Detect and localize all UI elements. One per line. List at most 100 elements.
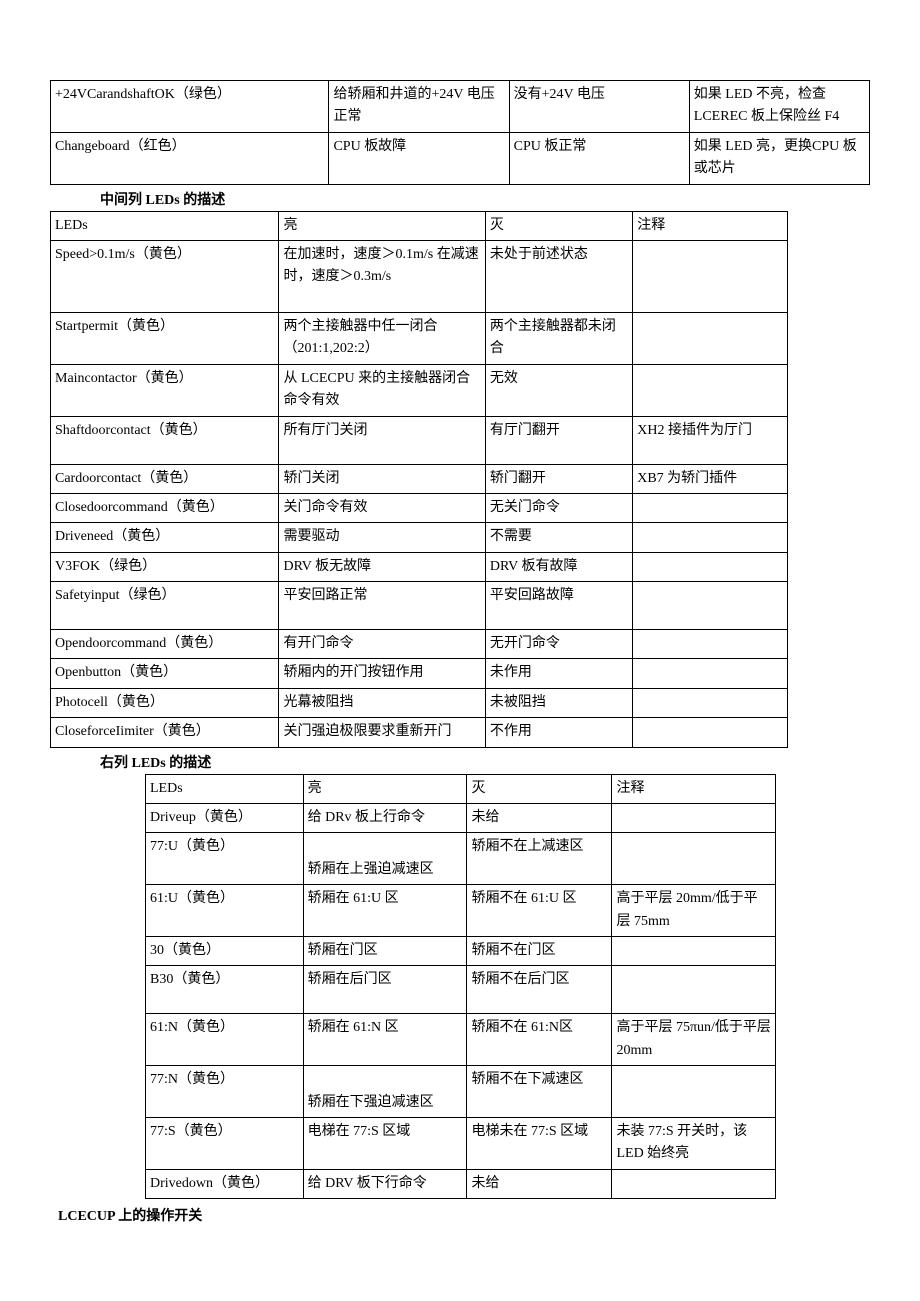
table-cell: 无开门命令	[485, 630, 632, 659]
table-cell: 注释	[633, 211, 788, 240]
table-cell	[633, 493, 788, 522]
table-cell: 轿厢在门区	[303, 936, 467, 965]
table-row: Photocell（黄色）光幕被阻挡未被阻挡	[51, 688, 788, 717]
table-cell: 给轿厢和井道的+24V 电压正常	[329, 81, 509, 133]
table-cell	[633, 630, 788, 659]
table-cell	[633, 718, 788, 747]
table-cell: LEDs	[51, 211, 279, 240]
table-cell: LEDs	[146, 774, 304, 803]
table-row: Cardoorcontact（黄色）轿门关闭轿门翻开XB7 为轿门插件	[51, 464, 788, 493]
table-cell: 电梯在 77:S 区域	[303, 1117, 467, 1169]
table-cell	[612, 936, 776, 965]
table-cell	[612, 966, 776, 1014]
table-cell: 77:U（黄色）	[146, 833, 304, 885]
table-row: Startpermit（黄色）两个主接触器中任一闭合（201:1,202:2）两…	[51, 312, 788, 364]
table-cell: Opendoorcommand（黄色）	[51, 630, 279, 659]
table-cell: 轿厢在上强迫减速区	[303, 833, 467, 885]
table-cell: 关门强迫极限要求重新开门	[279, 718, 485, 747]
table-cell	[612, 1066, 776, 1118]
table-cell: +24VCarandshaftOK（绿色）	[51, 81, 329, 133]
table-cell	[633, 364, 788, 416]
table-row: Changeboard（红色）CPU 板故障CPU 板正常如果 LED 亮，更换…	[51, 132, 870, 184]
table-cell: 轿厢内的开门按钮作用	[279, 659, 485, 688]
table-cell: 关门命令有效	[279, 493, 485, 522]
table-cell: 轿厢不在 61:N区	[467, 1014, 612, 1066]
table-cell: 平安回路故障	[485, 582, 632, 630]
table-cell: 未处于前述状态	[485, 240, 632, 312]
table-cell: DRV 板无故障	[279, 552, 485, 581]
table-row: V3FOK（绿色）DRV 板无故障DRV 板有故障	[51, 552, 788, 581]
table-cell: CPU 板故障	[329, 132, 509, 184]
table-cell	[633, 312, 788, 364]
table-cell	[633, 552, 788, 581]
table-cell: 高于平层 20mm/低于平层 75mm	[612, 885, 776, 937]
table-cell: CPU 板正常	[509, 132, 689, 184]
table-header-row: LEDs亮灭注释	[146, 774, 776, 803]
table-cell: Safetyinput（绿色）	[51, 582, 279, 630]
table-cell: 77:N（黄色）	[146, 1066, 304, 1118]
table-cell: 轿厢不在下减速区	[467, 1066, 612, 1118]
table-cell: 未被阻挡	[485, 688, 632, 717]
table-cell	[633, 582, 788, 630]
table-cell	[612, 833, 776, 885]
table-row: 61:N（黄色）轿厢在 61:N 区轿厢不在 61:N区高于平层 75πun/低…	[146, 1014, 776, 1066]
heading-middle-leds: 中间列 LEDs 的描述	[100, 189, 870, 209]
table-cell: 灭	[485, 211, 632, 240]
table-cell: 无关门命令	[485, 493, 632, 522]
table-cell	[612, 1169, 776, 1198]
table-cell: Maincontactor（黄色）	[51, 364, 279, 416]
table-cell: Changeboard（红色）	[51, 132, 329, 184]
table-cell: Cardoorcontact（黄色）	[51, 464, 279, 493]
table-row: Maincontactor（黄色）从 LCECPU 来的主接触器闭合命令有效无效	[51, 364, 788, 416]
table-cell: Startpermit（黄色）	[51, 312, 279, 364]
table-cell: Openbutton（黄色）	[51, 659, 279, 688]
table-cell: 61:U（黄色）	[146, 885, 304, 937]
table-cell: 如果 LED 亮，更换CPU 板或芯片	[689, 132, 869, 184]
table-cell: XB7 为轿门插件	[633, 464, 788, 493]
table-cell	[633, 523, 788, 552]
table-row: Opendoorcommand（黄色）有开门命令无开门命令	[51, 630, 788, 659]
table-row: 30（黄色）轿厢在门区轿厢不在门区	[146, 936, 776, 965]
table-cell: Speed>0.1m/s（黄色）	[51, 240, 279, 312]
table-cell: Photocell（黄色）	[51, 688, 279, 717]
table-cell: 注释	[612, 774, 776, 803]
table-cell: 所有厅门关闭	[279, 416, 485, 464]
table-cell: 灭	[467, 774, 612, 803]
table-cell: Driveup（黄色）	[146, 804, 304, 833]
table-cell: 高于平层 75πun/低于平层 20mm	[612, 1014, 776, 1066]
table-cell: 光幕被阻挡	[279, 688, 485, 717]
table-cell: XH2 接插件为厅门	[633, 416, 788, 464]
table-row: CloseforceIimiter（黄色）关门强迫极限要求重新开门不作用	[51, 718, 788, 747]
table-cell: B30（黄色）	[146, 966, 304, 1014]
led-table-middle: LEDs亮灭注释Speed>0.1m/s（黄色）在加速时，速度＞0.1m/s 在…	[50, 211, 788, 748]
table-cell: 轿厢在 61:U 区	[303, 885, 467, 937]
table-cell: Shaftdoorcontact（黄色）	[51, 416, 279, 464]
table-cell: 在加速时，速度＞0.1m/s 在减速时，速度＞0.3m/s	[279, 240, 485, 312]
table-row: Drivedown（黄色）给 DRV 板下行命令未给	[146, 1169, 776, 1198]
table-cell: 有开门命令	[279, 630, 485, 659]
led-table-right: LEDs亮灭注释Driveup（黄色）给 DRv 板上行命令未给77:U（黄色）…	[145, 774, 776, 1199]
table-row: Driveneed（黄色）需要驱动不需要	[51, 523, 788, 552]
table-cell: 给 DRv 板上行命令	[303, 804, 467, 833]
table-cell	[612, 804, 776, 833]
table-cell: 给 DRV 板下行命令	[303, 1169, 467, 1198]
table-row: Closedoorcommand（黄色）关门命令有效无关门命令	[51, 493, 788, 522]
heading-right-leds: 右列 LEDs 的描述	[100, 752, 870, 772]
table-cell: 轿厢不在后门区	[467, 966, 612, 1014]
table-row: Openbutton（黄色）轿厢内的开门按钮作用未作用	[51, 659, 788, 688]
table-header-row: LEDs亮灭注释	[51, 211, 788, 240]
table-cell: 轿门翻开	[485, 464, 632, 493]
table-row: B30（黄色）轿厢在后门区轿厢不在后门区	[146, 966, 776, 1014]
table-cell: 轿门关闭	[279, 464, 485, 493]
table-cell: 从 LCECPU 来的主接触器闭合命令有效	[279, 364, 485, 416]
table-cell: 不需要	[485, 523, 632, 552]
table-cell: 轿厢不在上减速区	[467, 833, 612, 885]
heading-lcecup-switches: LCECUP 上的操作开关	[58, 1205, 870, 1225]
table-cell: Driveneed（黄色）	[51, 523, 279, 552]
table-cell: 两个主接触器都未闭合	[485, 312, 632, 364]
table-cell: 平安回路正常	[279, 582, 485, 630]
table-row: 77:S（黄色）电梯在 77:S 区域电梯未在 77:S 区域未装 77:S 开…	[146, 1117, 776, 1169]
table-cell: Closedoorcommand（黄色）	[51, 493, 279, 522]
table-row: Speed>0.1m/s（黄色）在加速时，速度＞0.1m/s 在减速时，速度＞0…	[51, 240, 788, 312]
table-cell: CloseforceIimiter（黄色）	[51, 718, 279, 747]
